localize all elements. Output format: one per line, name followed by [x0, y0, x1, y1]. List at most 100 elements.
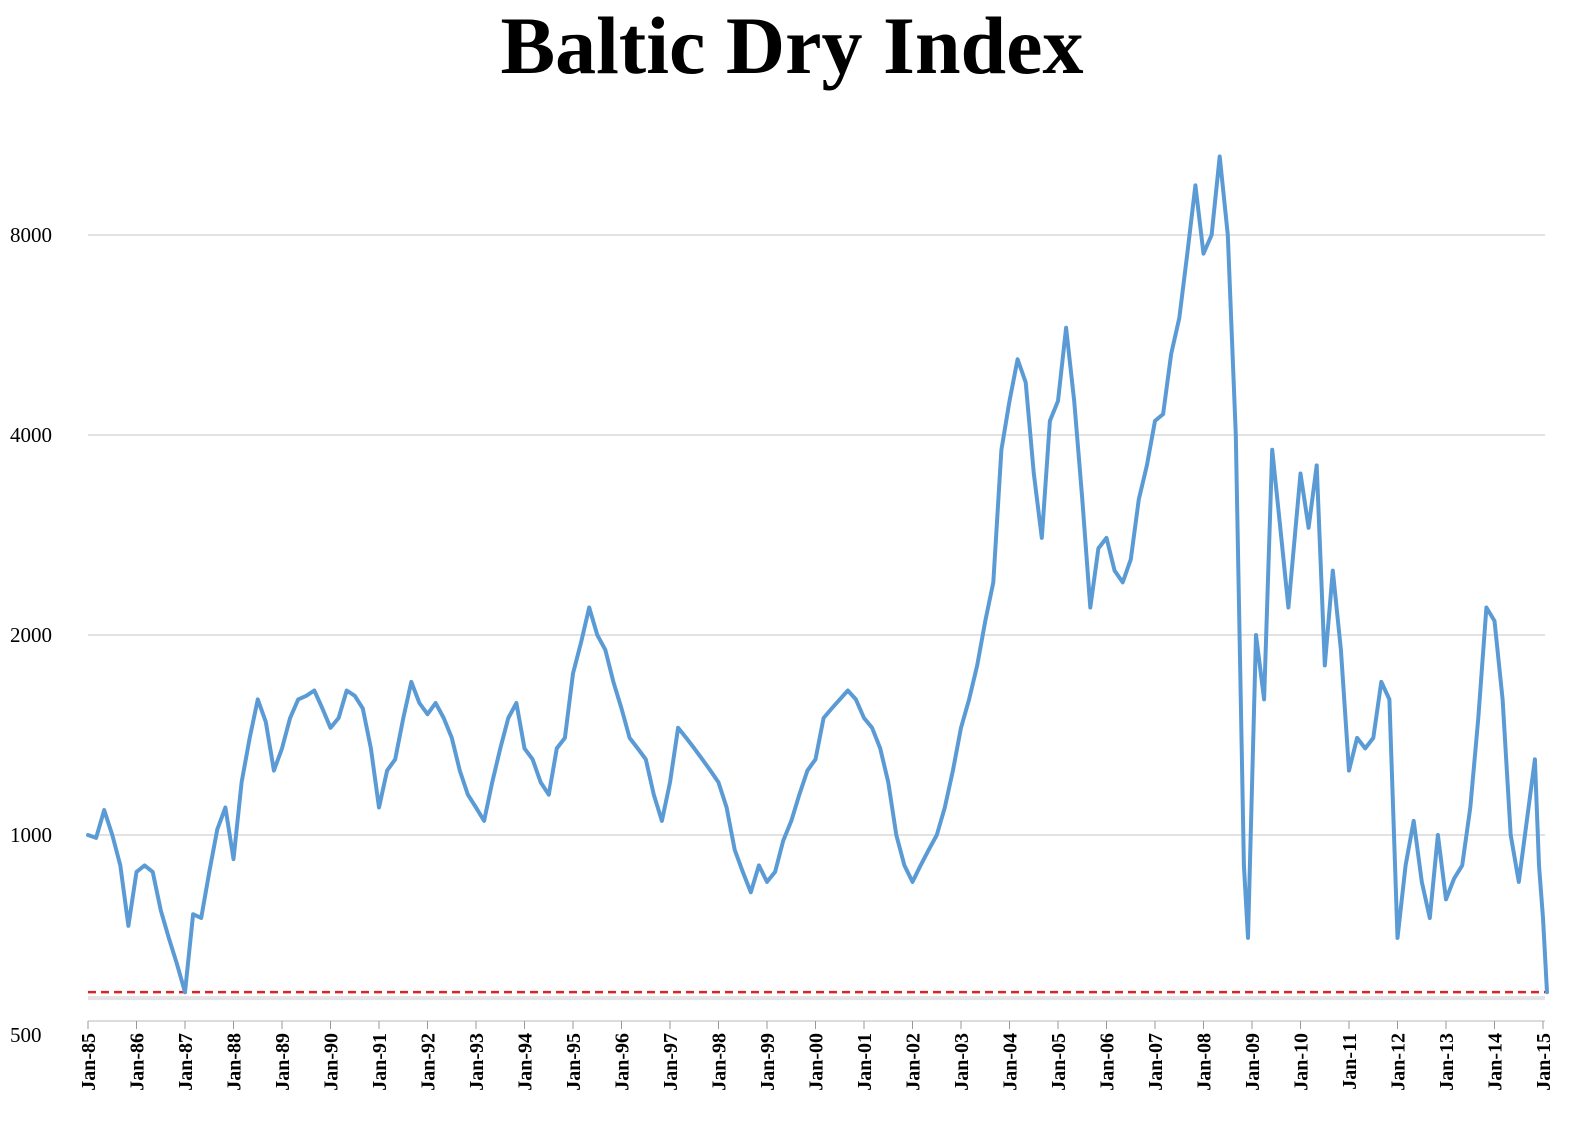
data-point	[1209, 233, 1214, 237]
data-point	[1104, 536, 1109, 540]
data-point	[805, 769, 810, 773]
data-point	[506, 716, 510, 720]
data-point	[870, 726, 874, 730]
data-point	[1161, 412, 1165, 416]
data-point	[385, 769, 389, 773]
y-tick-label: 8000	[10, 223, 52, 247]
data-point	[878, 746, 882, 751]
y-tick-label: 500	[10, 1023, 42, 1047]
data-point	[644, 757, 648, 761]
data-point	[1315, 463, 1319, 468]
data-point	[482, 819, 486, 823]
data-point	[256, 697, 260, 701]
data-point	[1331, 569, 1335, 573]
data-point	[474, 805, 478, 810]
x-tick-label: Jan-10	[1291, 1033, 1313, 1091]
data-point	[1444, 897, 1448, 901]
data-point	[312, 688, 316, 693]
series-line	[86, 154, 1549, 995]
x-tick-label: Jan-86	[127, 1033, 149, 1091]
data-point	[401, 716, 405, 720]
data-point	[1476, 716, 1480, 720]
data-point	[595, 633, 599, 637]
data-point	[361, 706, 365, 711]
y-tick-label: 1000	[10, 823, 52, 847]
data-point	[1177, 316, 1181, 320]
data-point	[159, 908, 163, 913]
data-point	[1040, 536, 1044, 540]
data-point	[1541, 916, 1545, 920]
y-tick-label: 2000	[10, 623, 52, 647]
data-point	[280, 746, 284, 751]
data-point	[789, 819, 793, 823]
data-point	[636, 746, 640, 751]
data-point	[175, 962, 179, 966]
data-point	[191, 912, 195, 916]
data-point	[854, 697, 858, 701]
data-point	[652, 793, 656, 797]
data-point	[902, 863, 907, 868]
data-point	[417, 701, 422, 705]
data-point	[781, 839, 785, 843]
data-point	[1500, 697, 1505, 701]
data-point	[757, 863, 761, 868]
data-point	[466, 793, 470, 797]
x-tick-label: Jan-98	[709, 1033, 731, 1091]
data-point	[134, 870, 139, 874]
data-point	[94, 836, 98, 840]
data-point	[199, 916, 203, 920]
data-point	[353, 694, 357, 698]
data-point	[1492, 619, 1497, 623]
data-point	[320, 706, 325, 711]
data-point	[377, 805, 381, 810]
data-point	[86, 833, 90, 837]
data-point	[1032, 471, 1036, 476]
x-tick-label: Jan-05	[1048, 1033, 1070, 1091]
x-tick-label: Jan-96	[612, 1033, 634, 1091]
data-point	[1545, 990, 1549, 994]
data-point	[1403, 863, 1408, 868]
data-point	[1278, 526, 1282, 530]
data-point	[345, 688, 349, 693]
data-point	[1218, 154, 1222, 159]
data-point	[1395, 936, 1400, 940]
x-tick-label: Jan-90	[321, 1033, 343, 1091]
x-tick-label: Jan-00	[806, 1033, 828, 1091]
data-point	[1537, 863, 1541, 868]
data-point	[927, 848, 931, 852]
data-point	[1121, 580, 1125, 584]
data-point	[1145, 463, 1149, 468]
x-tick-label: Jan-04	[1000, 1033, 1022, 1091]
x-tick-label: Jan-14	[1485, 1033, 1507, 1091]
x-tick-label: Jan-03	[951, 1033, 973, 1091]
data-point	[215, 827, 219, 831]
x-tick-label: Jan-95	[563, 1033, 585, 1091]
data-point	[207, 870, 211, 874]
data-point	[951, 769, 955, 773]
data-point	[490, 780, 494, 784]
data-point	[1096, 546, 1101, 551]
data-point	[1262, 697, 1266, 701]
data-point	[1533, 757, 1537, 761]
x-tick-label: Jan-07	[1145, 1033, 1167, 1091]
data-point	[118, 863, 122, 868]
data-point	[862, 716, 866, 720]
data-point	[1169, 352, 1173, 356]
data-point	[1201, 252, 1206, 256]
data-point	[1080, 497, 1084, 501]
x-tick-label: Jan-87	[175, 1033, 197, 1091]
data-point	[433, 701, 438, 705]
data-point	[1056, 399, 1060, 403]
x-tick-label: Jan-13	[1436, 1033, 1458, 1091]
x-tick-label: Jan-09	[1242, 1033, 1264, 1091]
data-point	[660, 819, 664, 823]
data-point	[821, 716, 826, 720]
data-point	[830, 706, 834, 711]
data-point	[918, 863, 923, 868]
data-point	[935, 833, 939, 837]
x-tick-label: Jan-94	[515, 1033, 537, 1091]
data-point	[458, 769, 462, 773]
data-point	[1153, 419, 1157, 423]
data-point	[846, 688, 850, 693]
data-point	[741, 870, 745, 874]
